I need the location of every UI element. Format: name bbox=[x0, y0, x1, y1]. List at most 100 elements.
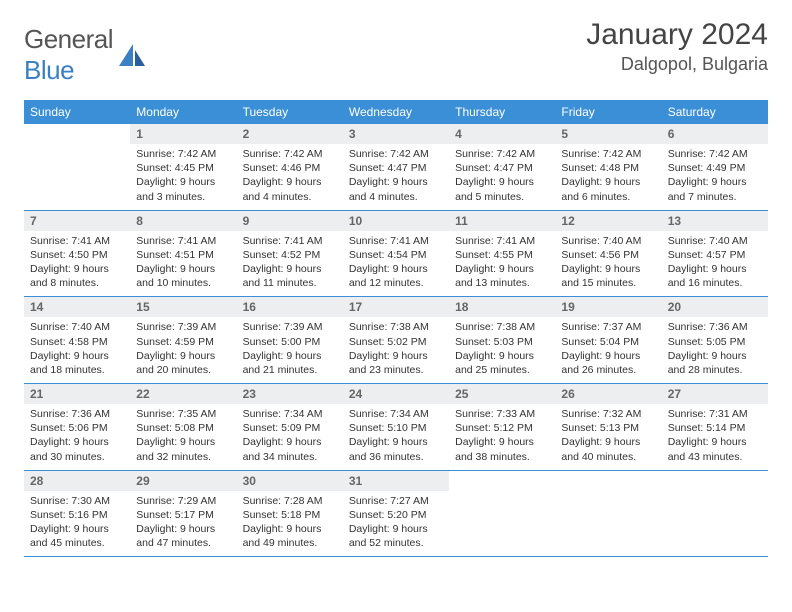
daylight-text: Daylight: 9 hours and 13 minutes. bbox=[455, 262, 549, 290]
daylight-text: Daylight: 9 hours and 28 minutes. bbox=[668, 349, 762, 377]
calendar-day-cell: 2Sunrise: 7:42 AMSunset: 4:46 PMDaylight… bbox=[237, 124, 343, 210]
calendar-day-cell bbox=[662, 470, 768, 557]
day-number: 6 bbox=[662, 124, 768, 144]
calendar-day-cell: 23Sunrise: 7:34 AMSunset: 5:09 PMDayligh… bbox=[237, 384, 343, 471]
day-details: Sunrise: 7:40 AMSunset: 4:57 PMDaylight:… bbox=[662, 231, 768, 297]
daylight-text: Daylight: 9 hours and 49 minutes. bbox=[243, 522, 337, 550]
day-details: Sunrise: 7:40 AMSunset: 4:58 PMDaylight:… bbox=[24, 317, 130, 383]
calendar-day-cell: 20Sunrise: 7:36 AMSunset: 5:05 PMDayligh… bbox=[662, 297, 768, 384]
calendar-day-cell: 1Sunrise: 7:42 AMSunset: 4:45 PMDaylight… bbox=[130, 124, 236, 210]
sunrise-text: Sunrise: 7:41 AM bbox=[455, 234, 549, 248]
calendar-day-cell: 14Sunrise: 7:40 AMSunset: 4:58 PMDayligh… bbox=[24, 297, 130, 384]
sunset-text: Sunset: 5:09 PM bbox=[243, 421, 337, 435]
calendar-day-cell bbox=[555, 470, 661, 557]
day-details: Sunrise: 7:31 AMSunset: 5:14 PMDaylight:… bbox=[662, 404, 768, 470]
day-details: Sunrise: 7:38 AMSunset: 5:02 PMDaylight:… bbox=[343, 317, 449, 383]
sunset-text: Sunset: 4:58 PM bbox=[30, 335, 124, 349]
daylight-text: Daylight: 9 hours and 30 minutes. bbox=[30, 435, 124, 463]
calendar-day-cell: 21Sunrise: 7:36 AMSunset: 5:06 PMDayligh… bbox=[24, 384, 130, 471]
sunset-text: Sunset: 4:50 PM bbox=[30, 248, 124, 262]
sunrise-text: Sunrise: 7:40 AM bbox=[668, 234, 762, 248]
title-block: January 2024 Dalgopol, Bulgaria bbox=[586, 18, 768, 75]
day-details: Sunrise: 7:33 AMSunset: 5:12 PMDaylight:… bbox=[449, 404, 555, 470]
day-details: Sunrise: 7:29 AMSunset: 5:17 PMDaylight:… bbox=[130, 491, 236, 557]
calendar-day-cell: 18Sunrise: 7:38 AMSunset: 5:03 PMDayligh… bbox=[449, 297, 555, 384]
calendar-day-cell: 24Sunrise: 7:34 AMSunset: 5:10 PMDayligh… bbox=[343, 384, 449, 471]
sunset-text: Sunset: 4:52 PM bbox=[243, 248, 337, 262]
daylight-text: Daylight: 9 hours and 34 minutes. bbox=[243, 435, 337, 463]
sunrise-text: Sunrise: 7:38 AM bbox=[349, 320, 443, 334]
calendar-day-cell: 8Sunrise: 7:41 AMSunset: 4:51 PMDaylight… bbox=[130, 210, 236, 297]
daylight-text: Daylight: 9 hours and 5 minutes. bbox=[455, 175, 549, 203]
sunset-text: Sunset: 4:45 PM bbox=[136, 161, 230, 175]
calendar-day-cell: 9Sunrise: 7:41 AMSunset: 4:52 PMDaylight… bbox=[237, 210, 343, 297]
calendar-day-cell bbox=[449, 470, 555, 557]
day-number: 21 bbox=[24, 384, 130, 404]
calendar-day-cell: 10Sunrise: 7:41 AMSunset: 4:54 PMDayligh… bbox=[343, 210, 449, 297]
sunrise-text: Sunrise: 7:42 AM bbox=[136, 147, 230, 161]
day-details: Sunrise: 7:40 AMSunset: 4:56 PMDaylight:… bbox=[555, 231, 661, 297]
day-details: Sunrise: 7:42 AMSunset: 4:45 PMDaylight:… bbox=[130, 144, 236, 210]
logo-text-2: Blue bbox=[24, 55, 74, 85]
day-details: Sunrise: 7:42 AMSunset: 4:46 PMDaylight:… bbox=[237, 144, 343, 210]
daylight-text: Daylight: 9 hours and 7 minutes. bbox=[668, 175, 762, 203]
calendar-week-row: 14Sunrise: 7:40 AMSunset: 4:58 PMDayligh… bbox=[24, 297, 768, 384]
daylight-text: Daylight: 9 hours and 11 minutes. bbox=[243, 262, 337, 290]
calendar-day-cell: 16Sunrise: 7:39 AMSunset: 5:00 PMDayligh… bbox=[237, 297, 343, 384]
sunrise-text: Sunrise: 7:27 AM bbox=[349, 494, 443, 508]
day-details: Sunrise: 7:36 AMSunset: 5:06 PMDaylight:… bbox=[24, 404, 130, 470]
daylight-text: Daylight: 9 hours and 40 minutes. bbox=[561, 435, 655, 463]
calendar-day-cell: 22Sunrise: 7:35 AMSunset: 5:08 PMDayligh… bbox=[130, 384, 236, 471]
calendar-day-cell: 31Sunrise: 7:27 AMSunset: 5:20 PMDayligh… bbox=[343, 470, 449, 557]
daylight-text: Daylight: 9 hours and 25 minutes. bbox=[455, 349, 549, 377]
day-details: Sunrise: 7:28 AMSunset: 5:18 PMDaylight:… bbox=[237, 491, 343, 557]
sunset-text: Sunset: 5:06 PM bbox=[30, 421, 124, 435]
sunrise-text: Sunrise: 7:39 AM bbox=[243, 320, 337, 334]
daylight-text: Daylight: 9 hours and 21 minutes. bbox=[243, 349, 337, 377]
sunset-text: Sunset: 4:59 PM bbox=[136, 335, 230, 349]
daylight-text: Daylight: 9 hours and 3 minutes. bbox=[136, 175, 230, 203]
calendar-week-row: 21Sunrise: 7:36 AMSunset: 5:06 PMDayligh… bbox=[24, 384, 768, 471]
calendar-day-cell: 26Sunrise: 7:32 AMSunset: 5:13 PMDayligh… bbox=[555, 384, 661, 471]
weekday-header: Thursday bbox=[449, 100, 555, 124]
sunrise-text: Sunrise: 7:42 AM bbox=[455, 147, 549, 161]
sunrise-text: Sunrise: 7:35 AM bbox=[136, 407, 230, 421]
sunrise-text: Sunrise: 7:41 AM bbox=[136, 234, 230, 248]
daylight-text: Daylight: 9 hours and 47 minutes. bbox=[136, 522, 230, 550]
day-number: 18 bbox=[449, 297, 555, 317]
weekday-header-row: Sunday Monday Tuesday Wednesday Thursday… bbox=[24, 100, 768, 124]
day-details: Sunrise: 7:38 AMSunset: 5:03 PMDaylight:… bbox=[449, 317, 555, 383]
day-number: 16 bbox=[237, 297, 343, 317]
day-details: Sunrise: 7:41 AMSunset: 4:55 PMDaylight:… bbox=[449, 231, 555, 297]
sunrise-text: Sunrise: 7:42 AM bbox=[561, 147, 655, 161]
weekday-header: Tuesday bbox=[237, 100, 343, 124]
sunrise-text: Sunrise: 7:31 AM bbox=[668, 407, 762, 421]
sunset-text: Sunset: 5:10 PM bbox=[349, 421, 443, 435]
calendar-day-cell: 17Sunrise: 7:38 AMSunset: 5:02 PMDayligh… bbox=[343, 297, 449, 384]
sunset-text: Sunset: 4:47 PM bbox=[349, 161, 443, 175]
day-number: 30 bbox=[237, 471, 343, 491]
sunset-text: Sunset: 4:48 PM bbox=[561, 161, 655, 175]
calendar-day-cell: 3Sunrise: 7:42 AMSunset: 4:47 PMDaylight… bbox=[343, 124, 449, 210]
day-details: Sunrise: 7:37 AMSunset: 5:04 PMDaylight:… bbox=[555, 317, 661, 383]
daylight-text: Daylight: 9 hours and 20 minutes. bbox=[136, 349, 230, 377]
sunrise-text: Sunrise: 7:32 AM bbox=[561, 407, 655, 421]
day-number: 5 bbox=[555, 124, 661, 144]
logo-sail-icon bbox=[119, 44, 145, 66]
day-number: 9 bbox=[237, 211, 343, 231]
day-details: Sunrise: 7:30 AMSunset: 5:16 PMDaylight:… bbox=[24, 491, 130, 557]
sunrise-text: Sunrise: 7:37 AM bbox=[561, 320, 655, 334]
sunrise-text: Sunrise: 7:33 AM bbox=[455, 407, 549, 421]
sunrise-text: Sunrise: 7:40 AM bbox=[561, 234, 655, 248]
daylight-text: Daylight: 9 hours and 26 minutes. bbox=[561, 349, 655, 377]
calendar-day-cell: 12Sunrise: 7:40 AMSunset: 4:56 PMDayligh… bbox=[555, 210, 661, 297]
calendar-day-cell: 6Sunrise: 7:42 AMSunset: 4:49 PMDaylight… bbox=[662, 124, 768, 210]
calendar-day-cell: 15Sunrise: 7:39 AMSunset: 4:59 PMDayligh… bbox=[130, 297, 236, 384]
sunrise-text: Sunrise: 7:36 AM bbox=[30, 407, 124, 421]
header: General Blue January 2024 Dalgopol, Bulg… bbox=[24, 18, 768, 86]
sunrise-text: Sunrise: 7:40 AM bbox=[30, 320, 124, 334]
logo: General Blue bbox=[24, 18, 145, 86]
sunset-text: Sunset: 5:16 PM bbox=[30, 508, 124, 522]
calendar-week-row: 28Sunrise: 7:30 AMSunset: 5:16 PMDayligh… bbox=[24, 470, 768, 557]
calendar-week-row: 7Sunrise: 7:41 AMSunset: 4:50 PMDaylight… bbox=[24, 210, 768, 297]
